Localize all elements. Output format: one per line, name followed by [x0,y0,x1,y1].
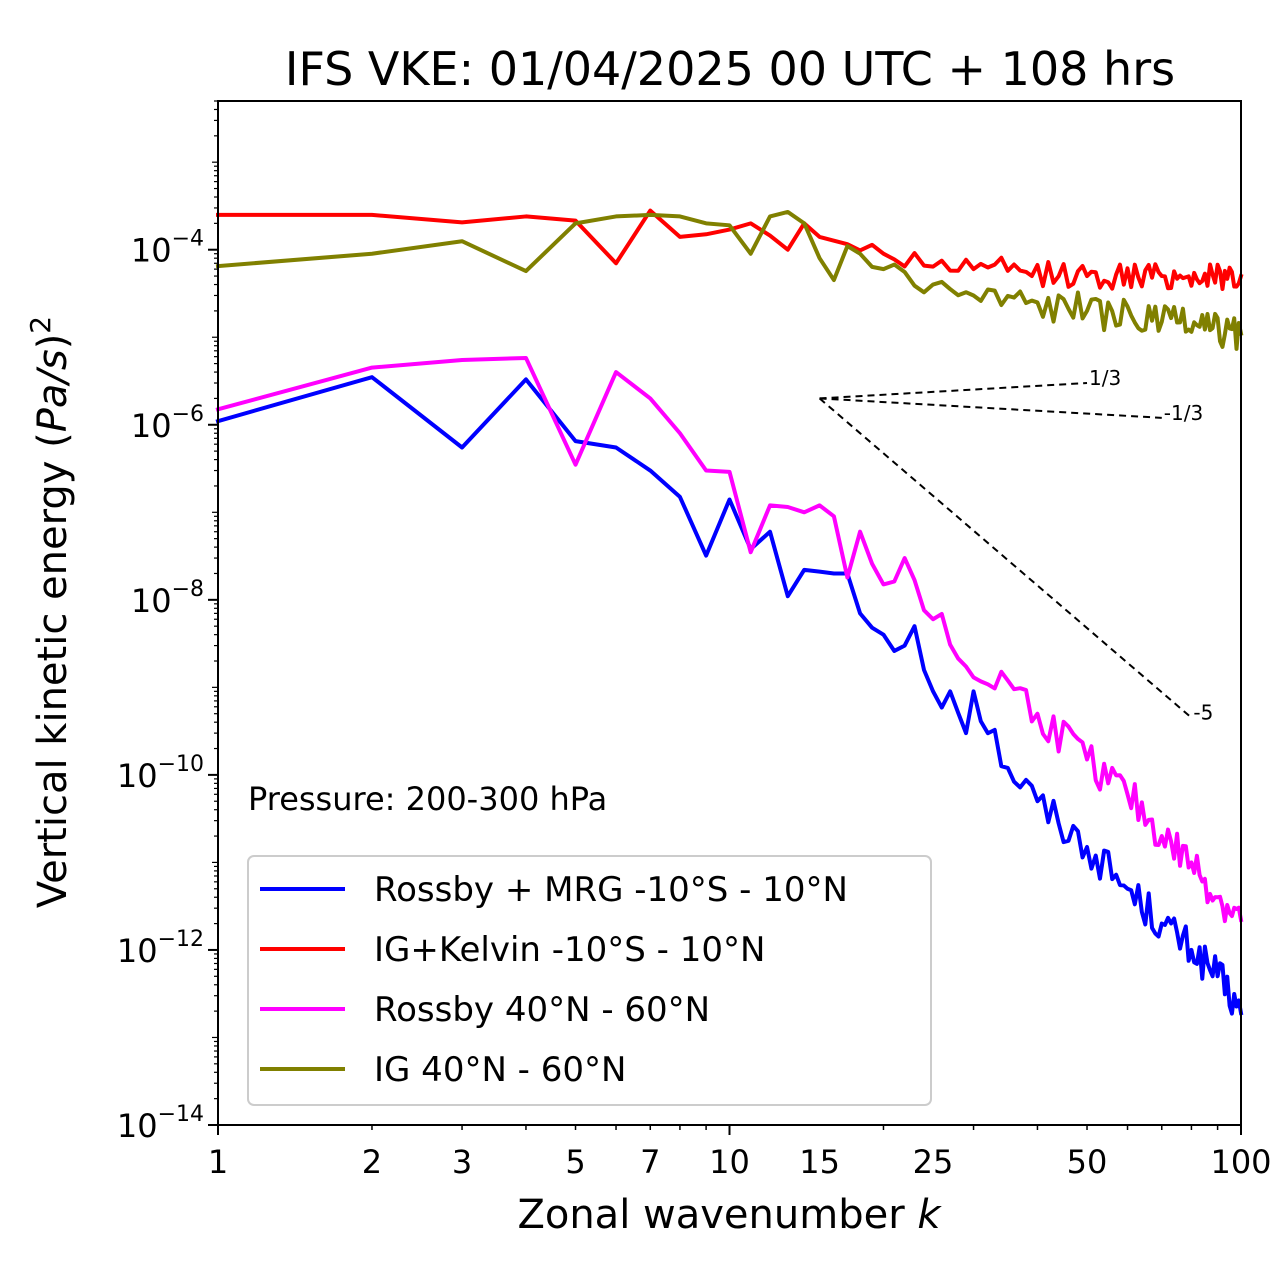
x-tick-label: 3 [452,1143,472,1181]
reference-line-label-2: -1/3 [1164,401,1203,425]
series-layer [215,208,1244,1016]
y-tick-label: 10−8 [131,577,204,620]
x-tick-label: 15 [799,1143,840,1181]
y-axis-label: Vertical kinetic energy (Pa/s)2 [24,316,76,908]
y-tick-label: 10−10 [117,752,204,795]
y-tick-label: 10−14 [117,1102,204,1145]
x-tick-label: 7 [640,1143,660,1181]
reference-line-3 [818,397,1193,719]
legend-label-1: Rossby + MRG -10°S - 10°N [374,870,848,910]
pressure-annotation: Pressure: 200-300 hPa [248,780,607,818]
x-tick-label: 5 [565,1143,585,1181]
x-axis-ticks: 1 2 3 5 7 10 15 25 50 100 [208,1125,1272,1181]
reference-line-label-1: 1/3 [1089,366,1121,390]
legend-label-2: IG+Kelvin -10°S - 10°N [374,930,765,970]
x-tick-label: 2 [362,1143,382,1181]
x-tick-label: 25 [913,1143,954,1181]
series-line-1 [215,375,1244,1016]
y-tick-label: 10−12 [117,927,204,970]
x-tick-label: 100 [1210,1143,1271,1181]
legend-frame [247,855,932,1106]
y-axis-ticks: 10−4 10−6 10−8 10−10 10−12 10−14 [117,100,218,1145]
series-line-3 [215,355,1244,924]
x-tick-label: 10 [709,1143,750,1181]
reference-lines: 1/3 -1/3 -5 [818,366,1213,725]
x-axis-label: Zonal wavenumber k [517,1192,942,1238]
series-line-4 [215,209,1244,351]
reference-line-label-3: -5 [1193,701,1213,725]
x-tick-label: 50 [1067,1143,1108,1181]
legend: Rossby + MRG -10°S - 10°N IG+Kelvin -10°S… [247,855,932,1106]
legend-label-4: IG 40°N - 60°N [374,1050,626,1090]
reference-line-2 [819,397,1162,419]
reference-line-1 [819,382,1088,400]
x-tick-label: 1 [208,1143,228,1181]
y-tick-label: 10−6 [131,402,204,445]
legend-label-3: Rossby 40°N - 60°N [374,990,710,1030]
series-line-2 [216,208,1244,291]
y-tick-label: 10−4 [131,227,204,270]
chart-title: IFS VKE: 01/04/2025 00 UTC + 108 hrs [285,42,1175,96]
